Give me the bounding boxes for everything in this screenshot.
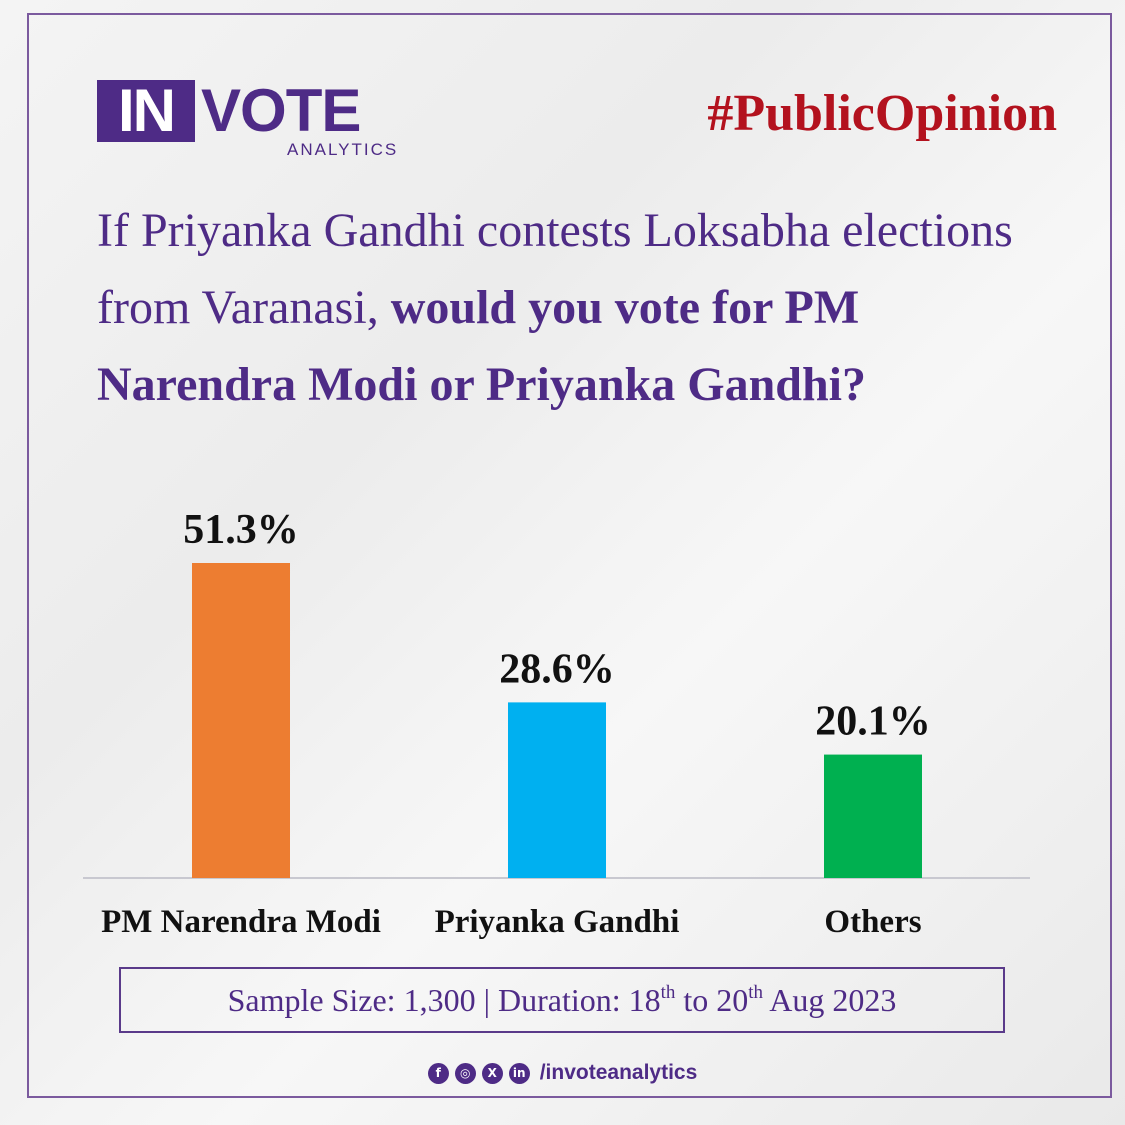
invote-logo: IN VOTE ANALYTICS (97, 80, 397, 160)
question-text: If Priyanka Gandhi contests Loksabha ele… (97, 192, 1027, 423)
instagram-icon[interactable]: ◎ (454, 1062, 476, 1084)
linkedin-icon[interactable]: in (508, 1062, 530, 1084)
logo-subtitle: ANALYTICS (287, 140, 399, 159)
logo-vote-text: VOTE (201, 77, 361, 144)
question-regular: If Priyanka Gandhi contests Loksabha ele… (97, 204, 1013, 334)
hashtag: #PublicOpinion (707, 85, 1057, 142)
sample-size: Sample Size: 1,300 (227, 982, 476, 1018)
logo-in-block: IN (97, 80, 195, 142)
sup-th-1: th (660, 982, 676, 1003)
social-handle[interactable]: /invoteanalytics (539, 1061, 698, 1084)
duration-end: Aug 2023 (769, 982, 897, 1018)
duration-to: to 20 (683, 982, 749, 1018)
duration-start: Duration: 18 (497, 982, 661, 1018)
sup-th-2: th (748, 982, 764, 1003)
sample-info-box: Sample Size: 1,300 | Duration: 18th to 2… (119, 967, 1005, 1033)
x-icon[interactable]: X (481, 1062, 503, 1084)
social-footer: f ◎ X in /invoteanalytics (0, 1058, 1125, 1088)
separator: | (483, 982, 490, 1018)
facebook-icon[interactable]: f (427, 1062, 449, 1084)
border-frame (27, 13, 1112, 1098)
question-bold: would you vote for PM Narendra Modi or P… (97, 281, 866, 411)
